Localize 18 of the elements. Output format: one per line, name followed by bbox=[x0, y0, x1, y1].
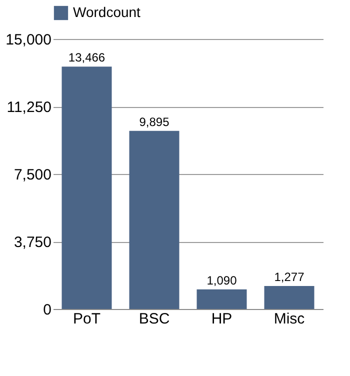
data-label: 9,895 bbox=[139, 114, 170, 129]
y-tick-label: 3,750 bbox=[14, 234, 52, 251]
x-tick-label: HP bbox=[211, 310, 232, 328]
x-tick-label: PoT bbox=[72, 310, 101, 328]
x-tick-label: Misc bbox=[274, 310, 306, 328]
x-tick-label: BSC bbox=[138, 310, 170, 328]
data-label: 1,090 bbox=[206, 273, 238, 288]
y-tick-label: 0 bbox=[43, 302, 52, 318]
y-tick-label: 7,500 bbox=[14, 166, 52, 184]
bar bbox=[129, 130, 180, 309]
bar bbox=[62, 66, 112, 309]
y-tick-label: 11,250 bbox=[6, 99, 52, 116]
data-label: 1,277 bbox=[274, 270, 305, 284]
bar bbox=[264, 286, 314, 309]
bar bbox=[196, 289, 247, 309]
y-tick-label: 15,000 bbox=[6, 32, 52, 48]
legend-label: Wordcount bbox=[73, 4, 141, 20]
data-label: 13,466 bbox=[68, 50, 106, 65]
